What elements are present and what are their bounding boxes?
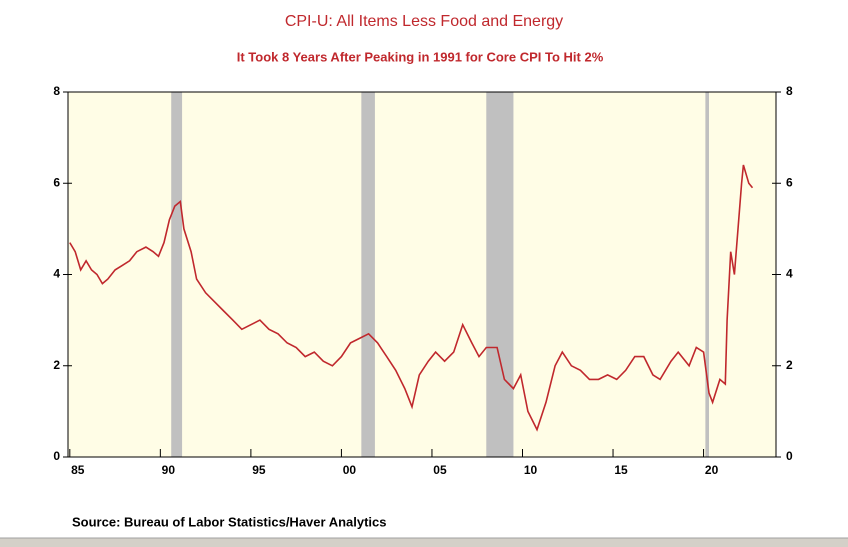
y2-tick-label: 2 <box>786 358 793 372</box>
recession-band <box>486 92 514 457</box>
y-tick-label: 4 <box>53 267 60 281</box>
y-tick-label: 6 <box>53 175 60 189</box>
x-tick-label: 00 <box>343 463 357 477</box>
source-note: Source: Bureau of Labor Statistics/Haver… <box>72 514 387 529</box>
window-bar <box>0 538 848 547</box>
y2-tick-label: 6 <box>786 175 793 189</box>
plot-frame <box>67 91 777 458</box>
y2-tick-label: 8 <box>786 84 793 98</box>
recession-band <box>361 92 375 457</box>
x-tick-label: 95 <box>252 463 266 477</box>
x-tick-label: 20 <box>705 463 719 477</box>
recession-band <box>705 92 710 457</box>
chart-title: CPI-U: All Items Less Food and Energy <box>285 13 563 30</box>
x-tick-label: 15 <box>614 463 628 477</box>
chart-subtitle: It Took 8 Years After Peaking in 1991 fo… <box>237 49 604 64</box>
y-tick-label: 8 <box>53 84 60 98</box>
x-tick-label: 05 <box>433 463 447 477</box>
y2-tick-label: 0 <box>786 449 793 463</box>
x-tick-label: 85 <box>71 463 85 477</box>
x-tick-label: 90 <box>162 463 176 477</box>
y-tick-label: 0 <box>53 449 60 463</box>
data-line <box>69 164 754 432</box>
y2-tick-label: 4 <box>786 267 793 281</box>
plot-background <box>68 92 776 457</box>
y-tick-label: 2 <box>53 358 60 372</box>
x-tick-label: 10 <box>524 463 538 477</box>
recession-band <box>171 92 183 457</box>
